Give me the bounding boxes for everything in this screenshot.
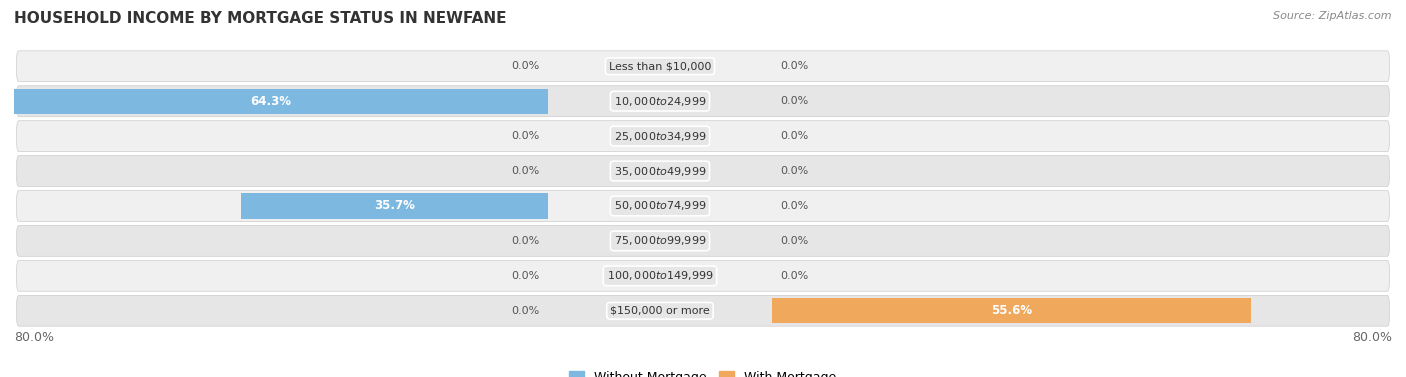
Text: Source: ZipAtlas.com: Source: ZipAtlas.com <box>1274 11 1392 21</box>
Text: 0.0%: 0.0% <box>780 166 808 176</box>
Text: $35,000 to $49,999: $35,000 to $49,999 <box>613 164 706 178</box>
Text: $10,000 to $24,999: $10,000 to $24,999 <box>613 95 706 108</box>
Text: $50,000 to $74,999: $50,000 to $74,999 <box>613 199 706 213</box>
FancyBboxPatch shape <box>17 296 1389 326</box>
Text: 0.0%: 0.0% <box>780 61 808 71</box>
Text: 0.0%: 0.0% <box>780 236 808 246</box>
Text: 0.0%: 0.0% <box>512 306 540 316</box>
Text: 64.3%: 64.3% <box>250 95 291 108</box>
Text: $25,000 to $34,999: $25,000 to $34,999 <box>613 130 706 143</box>
Text: 0.0%: 0.0% <box>780 201 808 211</box>
Text: 55.6%: 55.6% <box>991 304 1032 317</box>
Text: 0.0%: 0.0% <box>512 166 540 176</box>
Text: 0.0%: 0.0% <box>512 236 540 246</box>
FancyBboxPatch shape <box>17 261 1389 291</box>
Text: 0.0%: 0.0% <box>512 271 540 281</box>
Text: $100,000 to $149,999: $100,000 to $149,999 <box>606 269 713 282</box>
Text: 80.0%: 80.0% <box>14 331 53 344</box>
Text: 0.0%: 0.0% <box>512 131 540 141</box>
FancyBboxPatch shape <box>17 156 1389 186</box>
Text: 35.7%: 35.7% <box>374 199 415 213</box>
FancyBboxPatch shape <box>17 121 1389 152</box>
Bar <box>240 193 548 219</box>
Text: 0.0%: 0.0% <box>512 61 540 71</box>
Bar <box>0 89 548 114</box>
FancyBboxPatch shape <box>17 225 1389 256</box>
Bar <box>772 298 1251 323</box>
FancyBboxPatch shape <box>17 86 1389 116</box>
Text: Less than $10,000: Less than $10,000 <box>609 61 711 71</box>
FancyBboxPatch shape <box>17 51 1389 81</box>
Text: $75,000 to $99,999: $75,000 to $99,999 <box>613 234 706 247</box>
Text: 0.0%: 0.0% <box>780 131 808 141</box>
Text: $150,000 or more: $150,000 or more <box>610 306 710 316</box>
Legend: Without Mortgage, With Mortgage: Without Mortgage, With Mortgage <box>564 366 842 377</box>
Text: 0.0%: 0.0% <box>780 271 808 281</box>
Text: HOUSEHOLD INCOME BY MORTGAGE STATUS IN NEWFANE: HOUSEHOLD INCOME BY MORTGAGE STATUS IN N… <box>14 11 506 26</box>
Text: 0.0%: 0.0% <box>780 96 808 106</box>
Text: 80.0%: 80.0% <box>1353 331 1392 344</box>
FancyBboxPatch shape <box>17 191 1389 221</box>
